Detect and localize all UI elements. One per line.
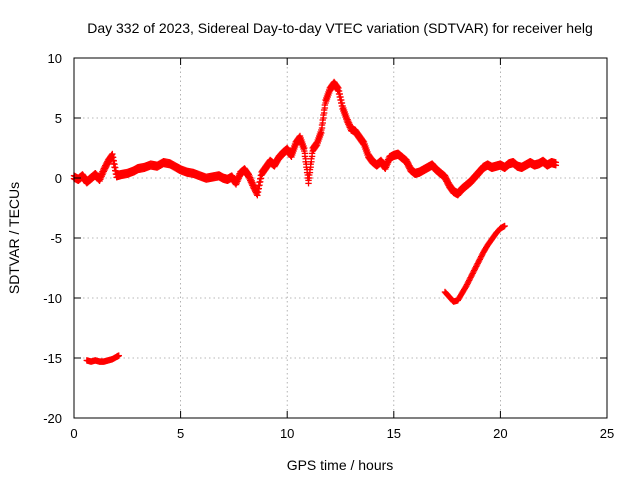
data-point-fill xyxy=(307,161,314,171)
data-point-fill xyxy=(306,166,314,176)
data-point-fill xyxy=(334,83,341,93)
data-point-fill xyxy=(478,252,486,259)
data-point-fill xyxy=(475,259,482,266)
series-right-v xyxy=(441,222,508,305)
series-lower-left xyxy=(83,352,122,365)
y-tick-label: 5 xyxy=(55,111,62,126)
data-point-fill xyxy=(478,253,485,260)
data-point-fill xyxy=(318,121,326,131)
data-point-fill xyxy=(470,267,478,274)
y-tick-label: 0 xyxy=(55,171,62,186)
x-axis-title: GPS time / hours xyxy=(287,457,394,473)
data-point-fill xyxy=(464,280,471,287)
data-point-fill xyxy=(473,263,480,270)
x-tick-label: 0 xyxy=(70,426,77,441)
data-point-fill xyxy=(465,277,473,284)
x-tick-label: 15 xyxy=(387,426,401,441)
data-point-fill xyxy=(469,270,476,277)
data-point-fill xyxy=(308,155,315,165)
data-point-fill xyxy=(320,106,328,116)
data-point-fill xyxy=(466,275,474,283)
tick-marks xyxy=(73,57,608,419)
y-tick-label: -10 xyxy=(43,291,62,306)
x-tick-label: 25 xyxy=(600,426,614,441)
data-point-fill xyxy=(338,96,345,106)
data-point-fill xyxy=(111,161,118,171)
y-tick-label: -20 xyxy=(43,411,62,426)
y-tick-label: -5 xyxy=(50,231,62,246)
data-point xyxy=(463,282,470,290)
data-point-fill xyxy=(477,254,484,262)
data-point-fill xyxy=(472,264,479,271)
data-point-fill xyxy=(470,268,477,276)
series-main xyxy=(70,78,560,199)
data-point-fill xyxy=(468,271,476,278)
data-point xyxy=(115,352,122,359)
x-tick-label: 10 xyxy=(280,426,294,441)
grid-lines xyxy=(74,58,607,418)
y-tick-label: 10 xyxy=(48,51,62,66)
data-point-fill xyxy=(473,261,481,269)
data-point-fill xyxy=(465,278,472,285)
x-tick-label: 20 xyxy=(493,426,507,441)
data-point-fill xyxy=(468,273,475,280)
data-point-fill xyxy=(474,260,481,267)
tick-labels: 0 5 10 15 20 25 -20 -15 -10 -5 0 5 10 xyxy=(43,51,614,441)
data-point xyxy=(501,222,508,230)
data-point xyxy=(467,274,474,281)
y-tick-label: -15 xyxy=(43,351,62,366)
data-point xyxy=(471,266,479,273)
chart-title: Day 332 of 2023, Sidereal Day-to-day VTE… xyxy=(87,20,593,36)
data-point xyxy=(475,257,483,264)
data-point-fill xyxy=(337,93,344,103)
data-point-fill xyxy=(463,281,471,288)
x-tick-label: 5 xyxy=(177,426,184,441)
y-axis-title: SDTVAR / TECUs xyxy=(6,182,22,294)
data-point xyxy=(552,159,560,169)
data-layer xyxy=(70,78,560,365)
data-point-fill xyxy=(476,256,483,263)
